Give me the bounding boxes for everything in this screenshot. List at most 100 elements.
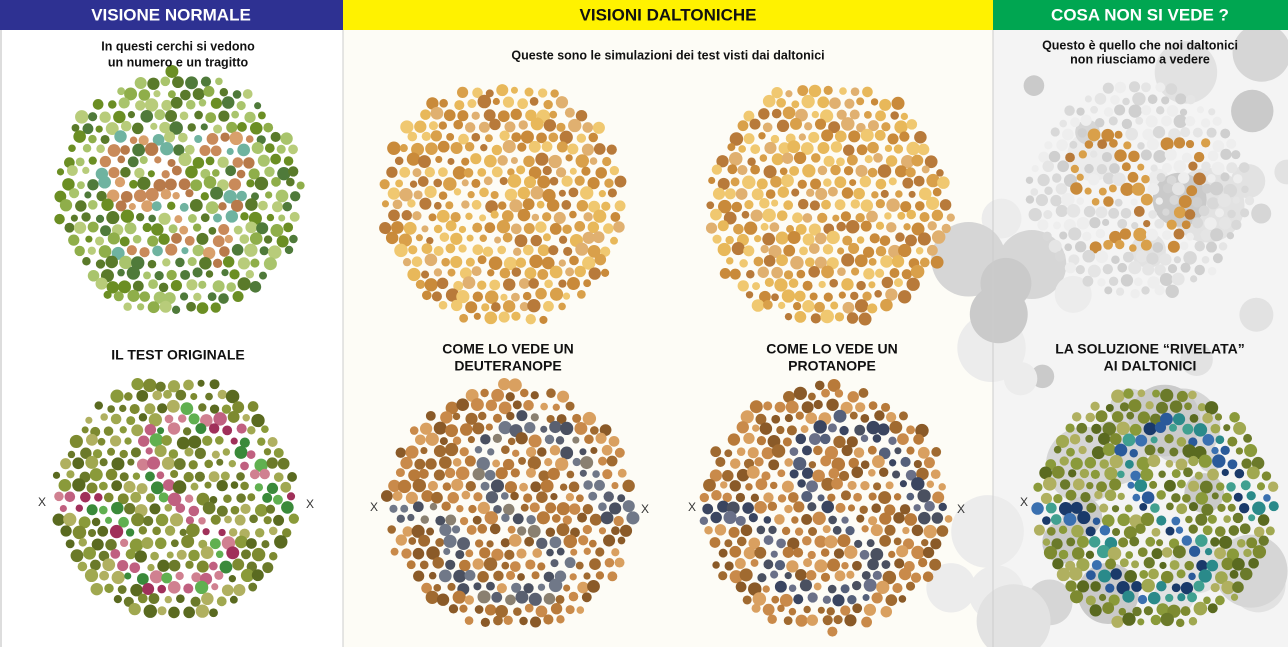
plate-dot	[1192, 217, 1203, 228]
plate-dot	[566, 493, 574, 501]
plate-dot	[391, 548, 399, 556]
plate-dot	[550, 89, 558, 97]
plate-dot	[259, 469, 270, 480]
plate-dot	[172, 306, 180, 314]
plate-dot	[1125, 505, 1133, 513]
plate-dot	[203, 502, 216, 515]
plate-dot	[775, 560, 785, 570]
plate-dot	[80, 492, 91, 503]
plate-dot	[523, 493, 532, 502]
plate-dot	[875, 130, 886, 141]
plate-dot	[750, 144, 760, 154]
plate-dot	[1129, 104, 1142, 117]
plate-dot	[82, 426, 89, 433]
plate-dot	[1082, 232, 1091, 241]
plate-dot	[1123, 141, 1131, 149]
plate-dot	[1183, 251, 1197, 265]
plate-dot	[1145, 445, 1156, 456]
plate-dot	[537, 562, 545, 570]
plate-dot	[752, 299, 765, 312]
plate-dot	[818, 142, 830, 154]
plate-dot	[131, 424, 143, 436]
plate-dot	[1177, 437, 1187, 447]
plate-dot	[1141, 105, 1151, 115]
plate-dot	[1123, 434, 1136, 447]
plate-dot	[1227, 437, 1237, 447]
plate-dot	[128, 111, 135, 118]
plate-dot	[1193, 581, 1204, 592]
plate-dot	[1216, 435, 1225, 444]
plate-dot	[218, 202, 226, 210]
plate-dot	[465, 549, 473, 557]
plate-dot	[486, 582, 495, 591]
decor-circle	[1239, 298, 1273, 332]
plate-dot	[1120, 228, 1131, 239]
plate-dot	[563, 515, 572, 524]
plate-dot	[407, 152, 420, 165]
plate-dot	[1181, 606, 1191, 616]
plate-dot	[1041, 493, 1052, 504]
plate-dot	[1202, 434, 1214, 446]
plate-dot	[820, 310, 834, 324]
plate-dot	[74, 246, 84, 256]
plate-dot	[531, 117, 544, 130]
plate-dot	[158, 234, 169, 245]
plate-dot	[1141, 240, 1152, 251]
plate-dot	[771, 135, 779, 143]
plate-dot	[1114, 149, 1126, 161]
plate-dot	[545, 502, 556, 513]
plate-dot	[861, 221, 872, 232]
plate-dot	[456, 466, 470, 480]
plate-dot	[743, 595, 752, 604]
plate-dot	[1068, 469, 1076, 477]
plate-dot	[429, 121, 438, 130]
plate-dot	[861, 435, 868, 442]
plate-dot	[177, 550, 187, 560]
plate-dot	[53, 514, 65, 526]
plate-dot	[157, 403, 167, 413]
plate-dot	[480, 144, 487, 151]
plate-dot	[104, 584, 113, 593]
plate-dot	[803, 213, 813, 223]
plate-dot	[1105, 584, 1114, 593]
plate-dot	[1065, 153, 1075, 163]
plate-dot	[771, 551, 778, 558]
plate-dot	[582, 144, 594, 156]
plate-dot	[146, 447, 153, 454]
plate-dot	[544, 119, 556, 131]
plate-dot	[1189, 502, 1198, 511]
plate-dot	[508, 378, 521, 391]
plate-dot	[163, 390, 172, 399]
plate-dot	[906, 210, 916, 220]
plate-dot	[152, 527, 161, 536]
plate-dot	[1177, 480, 1186, 489]
plate-dot	[1180, 127, 1190, 137]
plate-dot	[1129, 81, 1140, 92]
plate-dot	[836, 503, 846, 513]
plate-dot	[749, 119, 760, 130]
plate-dot	[886, 481, 894, 489]
plate-dot	[1211, 447, 1218, 454]
plate-dot	[783, 547, 794, 558]
plate-dot	[821, 548, 830, 557]
plate-dot	[137, 177, 150, 190]
plate-dot	[762, 208, 776, 222]
plate-dot	[782, 289, 795, 302]
plate-dot	[914, 460, 922, 468]
plate-dot	[274, 472, 284, 482]
plate-dot	[191, 572, 201, 582]
plate-dot	[542, 212, 551, 221]
plate-dot	[544, 458, 552, 466]
plate-dot	[1144, 557, 1155, 568]
plate-dot	[867, 559, 879, 571]
plate-dot	[595, 167, 607, 179]
plate-dot	[711, 490, 721, 500]
plate-dot	[1188, 456, 1198, 466]
plate-dot	[148, 301, 160, 313]
plate-dot	[201, 593, 213, 605]
plate-dot	[874, 410, 884, 420]
plate-dot	[535, 153, 548, 166]
plate-dot	[108, 100, 116, 108]
plate-dot	[474, 313, 481, 320]
plate-dot	[270, 224, 283, 237]
